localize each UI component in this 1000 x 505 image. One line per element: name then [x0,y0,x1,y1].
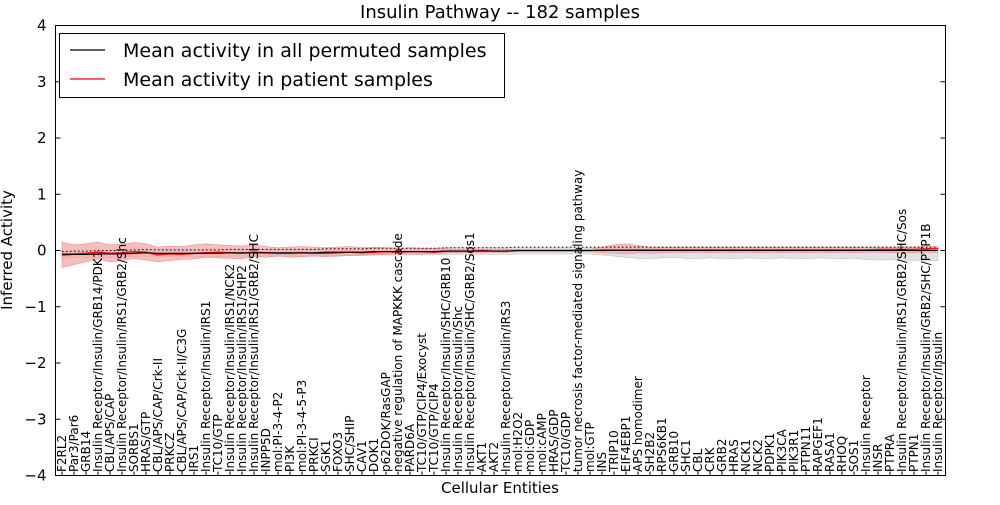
x-entity-label: RASA1 [823,432,837,472]
x-entity-label: TC10/GTP/CIP4 [427,383,441,473]
x-entity-label: INPP5D [259,428,273,472]
x-entity-label: GRB2 [715,438,729,472]
x-entity-label: F2RL2 [55,435,69,472]
x-entity-label: RHOQ [835,436,849,472]
x-entity-label: AKT2 [487,442,501,472]
x-entity-label: HRAS [727,439,741,472]
x-entity-label: mol:PI-3-4-5-P3 [295,380,309,472]
x-entity-label: RAPGEF1 [811,417,825,472]
y-tick-label: 2 [37,129,47,147]
x-entity-label: Insulin Receptor [859,375,873,472]
legend: Mean activity in all permuted samples Me… [59,33,505,98]
x-entity-label: NCK1 [739,439,753,472]
y-axis-title: Inferred Activity [0,190,16,310]
x-entity-label: mol:PI-3-4-P2 [271,392,285,472]
x-entity-label: EIF4EBP1 [619,416,633,472]
x-entity-label: HRAS/GTP [139,412,153,472]
y-tick-label: 1 [37,185,47,203]
x-entity-label: PIK3CA [775,428,789,472]
y-tick-label: −2 [24,354,46,372]
x-entity-label: PTPN11 [799,426,813,472]
x-entity-label: CBL/APS/CAP [103,394,117,472]
x-entity-label: Insulin Receptor/Insulin/IRS1/SHP2 [235,265,249,472]
patient-activity-band [61,241,939,268]
x-entity-label: CAV1 [355,440,369,472]
x-entity-label: FOXO3 [331,432,345,472]
x-entity-label: PDPK1 [763,433,777,472]
x-entity-label: mol:H2O2 [511,412,525,472]
x-entity-label: PI3K [283,445,297,472]
permuted-mean-line [61,249,938,256]
x-entity-label: CBL/APS/CAP/Crk-II/C3G [175,329,189,472]
x-entity-label: Insulin Receptor/Insulin/IRS3 [499,301,513,472]
x-entity-label: Insulin Receptor/Insulin/IRS1 [199,301,213,472]
x-entity-label: tumor necrosis factor-mediated signaling… [571,170,585,472]
x-entity-label: mol:GTP [583,422,597,472]
x-entity-label: Insulin Receptor/Insulin/GRB2/SHC/PTP1B [919,224,933,473]
legend-box [59,33,505,98]
x-entity-label: APS homodimer [631,376,645,472]
x-entity-label: PTPRA [883,433,897,472]
chart-title: Insulin Pathway -- 182 samples [360,2,640,23]
x-entity-label: negative regulation of MAPKKK cascade [391,233,405,472]
x-entity-label: INSR [871,444,885,472]
x-entity-label: PIK3R1 [787,430,801,472]
legend-label-patient: Mean activity in patient samples [123,69,433,91]
bands-layer [61,241,939,268]
x-entity-label: TRIP10 [607,430,621,473]
x-entity-label: SORBS1 [127,423,141,472]
x-entity-label: RPS6KB1 [655,417,669,472]
x-entity-label: Insulin Receptor/Insulin [931,332,945,472]
x-entity-label: GRB10 [667,431,681,472]
y-tick-label: 0 [37,242,47,260]
y-tick-label: −4 [24,467,46,485]
x-entity-label: PTPN1 [907,434,921,472]
y-tick-label: −1 [24,298,46,316]
x-entity-label: SH2B2 [643,432,657,472]
x-entity-label: Insulin Receptor/Insulin/IRS1/GRB2/Shc [115,237,129,472]
y-tick-label: −3 [24,410,46,428]
lines-layer [61,246,938,256]
x-entity-label: AKT1 [475,442,489,472]
x-entity-label: Insulin Receptor/Insulin/Shc [451,306,465,472]
x-entity-label: TC10/GDP [559,412,573,473]
x-entity-label: Insulin Receptor/Insulin/IRS1/GRB2/SHC [247,234,261,472]
x-entity-label: GRB14 [79,431,93,472]
x-entity-label: Insulin Receptor/Insulin/IRS1/NCK2 [223,264,237,472]
x-entity-label: CRK [703,446,717,472]
x-entity-label: Insulin Receptor/Insulin/SHC/GRB10 [439,258,453,472]
x-entity-label: Insulin Receptor/Insulin/GRB14/PDK1 [91,251,105,472]
y-tick-label: 3 [37,73,47,91]
x-entity-label: IRS1 [187,445,201,472]
x-entity-label: PRKCZ [163,433,177,472]
y-axis-ticks: −4 −3 −2 −1 0 1 2 3 4 [24,17,946,485]
x-entity-label: HRAS/GDP [547,409,561,472]
x-entity-label: p62DOK/RasGAP [379,372,393,472]
x-entity-label: SHC1 [679,439,693,472]
legend-label-permuted: Mean activity in all permuted samples [123,40,486,62]
x-entity-label: mol:GDP [523,420,537,472]
x-entity-label: DOK1 [367,438,381,472]
x-entity-label: SOS1 [847,440,861,472]
x-entity-label: Insulin Receptor/Insulin/IRS1/GRB2/SHC/S… [895,209,909,472]
x-entity-label: NCK2 [751,439,765,472]
x-entity-label: mol:cAMP [535,413,549,472]
x-entity-label: CBL [691,448,705,472]
x-entity-label: Par3/Par6 [67,415,81,472]
x-entity-label: TC10/GTP [211,414,225,473]
x-entity-label: CBL/APS/CAP/Crk-II [151,358,165,472]
x-entity-label: PRKCI [307,437,321,472]
x-entity-label: Insulin Receptor/Insulin/SHC/GRB2/Sos1 [463,232,477,472]
x-entity-label: TC10/GTP/CIP4/Exocyst [415,333,429,473]
x-entity-label: SGK1 [319,440,333,472]
y-tick-label: 4 [37,17,47,35]
x-entity-label: INS [595,452,609,472]
x-entity-label: PARD6A [403,423,417,472]
x-axis-title: Cellular Entities [441,479,559,497]
x-entity-label: SHC/SHIP [343,416,357,472]
